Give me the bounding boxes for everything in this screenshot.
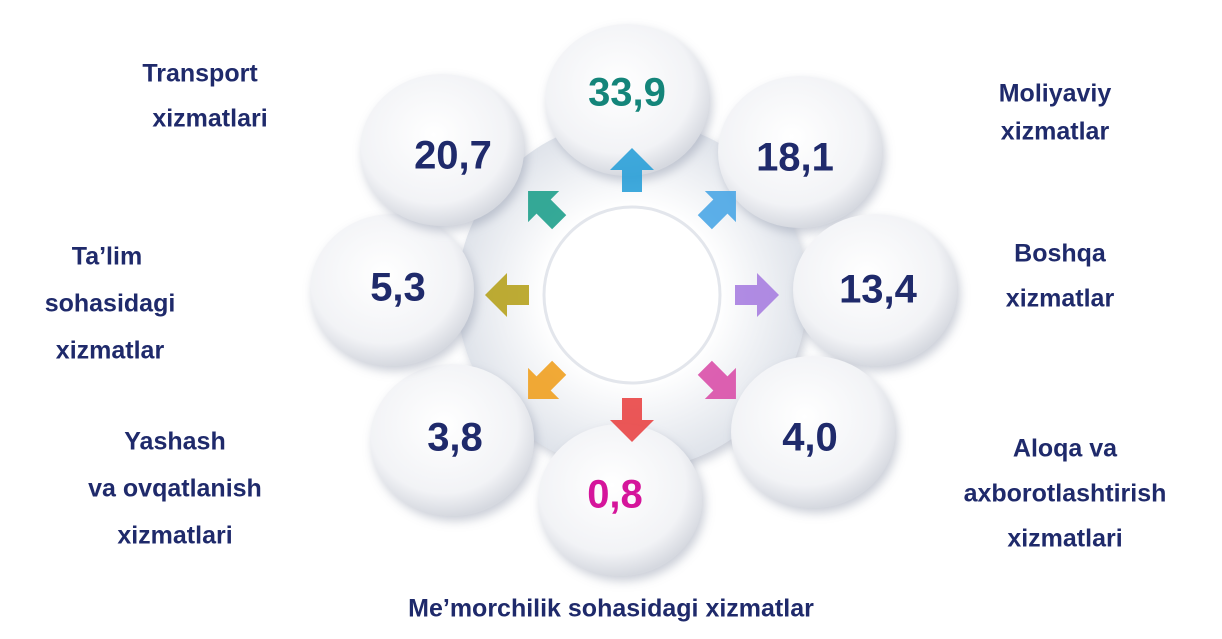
node-label: xizmatlari (117, 522, 232, 550)
node-label: Moliyaviy (999, 80, 1112, 108)
node-value: 20,7 (414, 134, 492, 178)
node-value: 0,8 (587, 473, 643, 517)
node-label: Transport (142, 60, 258, 88)
node-label: axborotlashtirish (964, 480, 1167, 508)
diagram: 33,9 18,1 Moliyaviy xizmatlar 13,4 Boshqa xizm… (0, 0, 1222, 634)
ring-center (544, 207, 720, 383)
node-label: sohasidagi (45, 290, 176, 318)
node-label: xizmatlari (152, 105, 267, 133)
node-value: 4,0 (782, 416, 838, 460)
node-label: Aloqa va (1013, 435, 1118, 463)
node-value: 18,1 (756, 136, 834, 180)
node-label: Me’morchilik sohasidagi xizmatlar (408, 595, 814, 623)
node-value: 5,3 (370, 266, 426, 310)
node-label: xizmatlar (1006, 285, 1115, 313)
node-label: xizmatlar (1001, 118, 1110, 146)
node-label: Boshqa (1014, 240, 1107, 268)
node-value: 33,9 (588, 71, 666, 115)
node-label: Yashash (124, 428, 225, 456)
node-label: va ovqatlanish (88, 475, 262, 503)
node-label: Ta’lim (72, 243, 142, 271)
node-value: 13,4 (839, 268, 918, 312)
node-label: xizmatlari (1007, 525, 1122, 553)
node-value: 3,8 (427, 416, 483, 460)
node-label: xizmatlar (56, 337, 165, 365)
